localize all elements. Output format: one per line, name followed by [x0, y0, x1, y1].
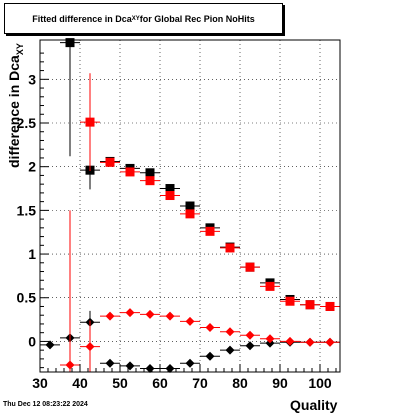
- plot-frame: [39, 39, 341, 373]
- diamond-marker: [185, 358, 195, 368]
- diamond-marker: [305, 337, 315, 347]
- diamond-marker: [65, 360, 75, 370]
- square-marker: [145, 168, 155, 178]
- square-marker: [125, 167, 135, 177]
- diamond-marker: [225, 327, 235, 337]
- square-marker: [85, 117, 95, 127]
- diamond-marker: [145, 309, 155, 319]
- axes: 30 40 50 60 70 80 90 100 0 0.5 1 1.5 2 2.5 3: [17, 52, 337, 391]
- y-tick-label: 2.5: [17, 115, 37, 131]
- svg-text:difference in DcaXY: difference in DcaXY: [6, 43, 25, 168]
- y-axis-label-subscript: XY: [15, 43, 25, 55]
- square-marker: [65, 38, 75, 48]
- y-tick-label: 0.5: [17, 290, 37, 306]
- square-marker: [205, 226, 215, 236]
- x-tick-label: 100: [308, 375, 332, 391]
- diamond-marker: [125, 361, 135, 371]
- series-2: [80, 73, 340, 311]
- square-marker: [165, 191, 175, 201]
- square-marker: [325, 301, 335, 311]
- diamond-marker: [205, 351, 215, 361]
- x-tick-label: 70: [192, 375, 208, 391]
- y-tick-label: 1: [28, 246, 36, 262]
- diamond-marker: [105, 311, 115, 321]
- series-4: [60, 210, 340, 372]
- square-marker: [245, 262, 255, 272]
- x-tick-label: 40: [72, 375, 88, 391]
- x-tick-label: 50: [112, 375, 128, 391]
- x-tick-label: 30: [32, 375, 48, 391]
- square-marker: [285, 296, 295, 306]
- timestamp-footer: Thu Dec 12 08:23:22 2024: [3, 401, 88, 408]
- diamond-marker: [265, 334, 275, 344]
- square-marker: [185, 201, 195, 211]
- diamond-marker: [285, 336, 295, 346]
- diamond-marker: [205, 322, 215, 332]
- chart-title: Fitted difference in Dca XY for Global R…: [4, 3, 283, 34]
- x-tick-label: 80: [232, 375, 248, 391]
- y-tick-label: 1.5: [17, 202, 37, 218]
- y-axis-label: difference in DcaXY: [6, 43, 25, 168]
- diamond-marker: [325, 337, 335, 347]
- y-axis-label-main: difference in Dca: [6, 55, 22, 168]
- diamond-marker: [225, 345, 235, 355]
- y-tick-label: 3: [28, 71, 36, 87]
- diamond-marker: [45, 340, 55, 350]
- grid: [40, 40, 340, 372]
- diamond-marker: [165, 311, 175, 321]
- chart-title-main: Fitted difference in Dca: [32, 13, 132, 24]
- chart-title-subscript: XY: [131, 15, 140, 22]
- x-axis-label: Quality: [290, 397, 338, 413]
- diamond-marker: [185, 316, 195, 326]
- y-tick-label: 2: [28, 159, 36, 175]
- diamond-marker: [105, 358, 115, 368]
- square-marker: [225, 243, 235, 253]
- y-tick-label: 0: [28, 333, 36, 349]
- x-tick-label: 60: [152, 375, 168, 391]
- square-marker: [145, 176, 155, 186]
- square-marker: [265, 281, 275, 291]
- diamond-marker: [85, 342, 95, 352]
- diamond-marker: [245, 341, 255, 351]
- square-marker: [165, 184, 175, 194]
- diamond-marker: [245, 330, 255, 340]
- data-points: [40, 38, 340, 374]
- square-marker: [305, 300, 315, 310]
- square-marker: [105, 157, 115, 167]
- diamond-marker: [125, 308, 135, 318]
- x-tick-label: 90: [272, 375, 288, 391]
- square-marker: [185, 209, 195, 219]
- chart-title-tail: for Global Rec Pion NoHits: [139, 13, 255, 24]
